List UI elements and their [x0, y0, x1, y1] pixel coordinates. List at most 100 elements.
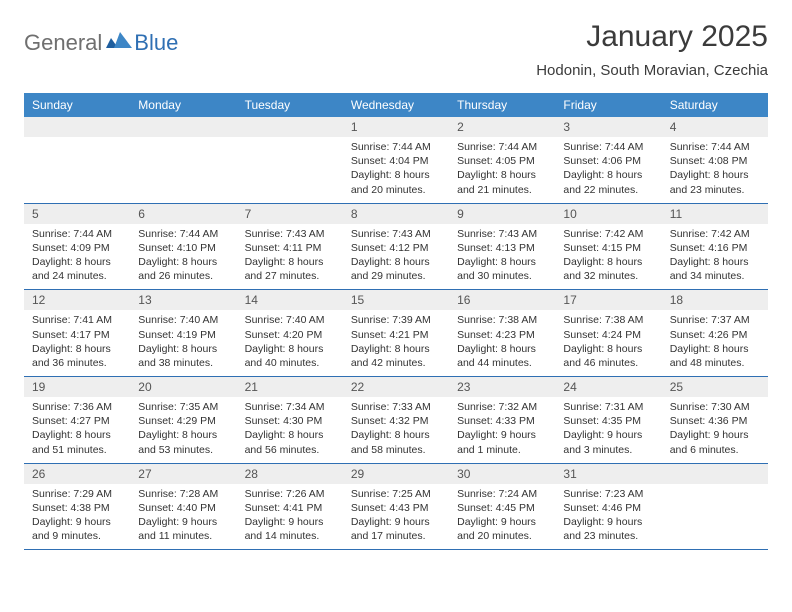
sunrise-text: Sunrise: 7:30 AM	[670, 400, 760, 414]
day-cell: 12Sunrise: 7:41 AMSunset: 4:17 PMDayligh…	[24, 290, 130, 376]
sunset-text: Sunset: 4:13 PM	[457, 241, 547, 255]
day-cell: 30Sunrise: 7:24 AMSunset: 4:45 PMDayligh…	[449, 464, 555, 550]
day-number: 12	[24, 290, 130, 310]
day-details: Sunrise: 7:44 AMSunset: 4:06 PMDaylight:…	[555, 137, 661, 203]
day-cell: 19Sunrise: 7:36 AMSunset: 4:27 PMDayligh…	[24, 377, 130, 463]
day-cell: 9Sunrise: 7:43 AMSunset: 4:13 PMDaylight…	[449, 204, 555, 290]
day-details: Sunrise: 7:25 AMSunset: 4:43 PMDaylight:…	[343, 484, 449, 550]
day-cell: 15Sunrise: 7:39 AMSunset: 4:21 PMDayligh…	[343, 290, 449, 376]
daylight-text: Daylight: 8 hours and 34 minutes.	[670, 255, 760, 283]
sunset-text: Sunset: 4:27 PM	[32, 414, 122, 428]
title-block: January 2025 Hodonin, South Moravian, Cz…	[536, 20, 768, 79]
logo-flag-icon	[106, 30, 132, 56]
daylight-text: Daylight: 8 hours and 53 minutes.	[138, 428, 228, 456]
day-number: 4	[662, 117, 768, 137]
daylight-text: Daylight: 8 hours and 56 minutes.	[245, 428, 335, 456]
daylight-text: Daylight: 8 hours and 40 minutes.	[245, 342, 335, 370]
day-number: 31	[555, 464, 661, 484]
sunrise-text: Sunrise: 7:24 AM	[457, 487, 547, 501]
daylight-text: Daylight: 9 hours and 11 minutes.	[138, 515, 228, 543]
brand-logo: General Blue	[24, 20, 178, 56]
day-details: Sunrise: 7:29 AMSunset: 4:38 PMDaylight:…	[24, 484, 130, 550]
day-details: Sunrise: 7:24 AMSunset: 4:45 PMDaylight:…	[449, 484, 555, 550]
sunrise-text: Sunrise: 7:44 AM	[351, 140, 441, 154]
sunset-text: Sunset: 4:26 PM	[670, 328, 760, 342]
sunset-text: Sunset: 4:23 PM	[457, 328, 547, 342]
day-of-week-header: SundayMondayTuesdayWednesdayThursdayFrid…	[24, 93, 768, 117]
daylight-text: Daylight: 8 hours and 29 minutes.	[351, 255, 441, 283]
sunrise-text: Sunrise: 7:44 AM	[138, 227, 228, 241]
sunrise-text: Sunrise: 7:35 AM	[138, 400, 228, 414]
day-number: .	[24, 117, 130, 137]
sunset-text: Sunset: 4:45 PM	[457, 501, 547, 515]
day-details: Sunrise: 7:37 AMSunset: 4:26 PMDaylight:…	[662, 310, 768, 376]
header: General Blue January 2025 Hodonin, South…	[24, 20, 768, 79]
daylight-text: Daylight: 9 hours and 3 minutes.	[563, 428, 653, 456]
sunset-text: Sunset: 4:36 PM	[670, 414, 760, 428]
daylight-text: Daylight: 8 hours and 38 minutes.	[138, 342, 228, 370]
week-row: 26Sunrise: 7:29 AMSunset: 4:38 PMDayligh…	[24, 464, 768, 551]
sunset-text: Sunset: 4:29 PM	[138, 414, 228, 428]
day-details: Sunrise: 7:32 AMSunset: 4:33 PMDaylight:…	[449, 397, 555, 463]
day-cell: 21Sunrise: 7:34 AMSunset: 4:30 PMDayligh…	[237, 377, 343, 463]
day-number: 26	[24, 464, 130, 484]
day-number: 7	[237, 204, 343, 224]
day-details	[237, 137, 343, 146]
day-number: 5	[24, 204, 130, 224]
sunrise-text: Sunrise: 7:44 AM	[670, 140, 760, 154]
daylight-text: Daylight: 8 hours and 22 minutes.	[563, 168, 653, 196]
sunset-text: Sunset: 4:43 PM	[351, 501, 441, 515]
daylight-text: Daylight: 9 hours and 14 minutes.	[245, 515, 335, 543]
brand-part2: Blue	[134, 30, 178, 56]
sunset-text: Sunset: 4:21 PM	[351, 328, 441, 342]
day-number: 18	[662, 290, 768, 310]
sunrise-text: Sunrise: 7:43 AM	[457, 227, 547, 241]
sunset-text: Sunset: 4:17 PM	[32, 328, 122, 342]
sunrise-text: Sunrise: 7:44 AM	[457, 140, 547, 154]
sunset-text: Sunset: 4:40 PM	[138, 501, 228, 515]
sunrise-text: Sunrise: 7:37 AM	[670, 313, 760, 327]
sunrise-text: Sunrise: 7:28 AM	[138, 487, 228, 501]
day-cell: 28Sunrise: 7:26 AMSunset: 4:41 PMDayligh…	[237, 464, 343, 550]
day-details: Sunrise: 7:42 AMSunset: 4:16 PMDaylight:…	[662, 224, 768, 290]
dow-cell: Sunday	[24, 93, 130, 117]
brand-part1: General	[24, 30, 102, 56]
sunrise-text: Sunrise: 7:26 AM	[245, 487, 335, 501]
day-cell: 10Sunrise: 7:42 AMSunset: 4:15 PMDayligh…	[555, 204, 661, 290]
sunrise-text: Sunrise: 7:34 AM	[245, 400, 335, 414]
sunset-text: Sunset: 4:30 PM	[245, 414, 335, 428]
day-cell: 31Sunrise: 7:23 AMSunset: 4:46 PMDayligh…	[555, 464, 661, 550]
day-details: Sunrise: 7:44 AMSunset: 4:10 PMDaylight:…	[130, 224, 236, 290]
day-cell: 27Sunrise: 7:28 AMSunset: 4:40 PMDayligh…	[130, 464, 236, 550]
day-number: 11	[662, 204, 768, 224]
day-cell: 17Sunrise: 7:38 AMSunset: 4:24 PMDayligh…	[555, 290, 661, 376]
daylight-text: Daylight: 8 hours and 36 minutes.	[32, 342, 122, 370]
daylight-text: Daylight: 8 hours and 44 minutes.	[457, 342, 547, 370]
sunrise-text: Sunrise: 7:38 AM	[457, 313, 547, 327]
daylight-text: Daylight: 8 hours and 30 minutes.	[457, 255, 547, 283]
sunrise-text: Sunrise: 7:43 AM	[351, 227, 441, 241]
daylight-text: Daylight: 8 hours and 32 minutes.	[563, 255, 653, 283]
sunset-text: Sunset: 4:16 PM	[670, 241, 760, 255]
daylight-text: Daylight: 8 hours and 23 minutes.	[670, 168, 760, 196]
day-cell: 26Sunrise: 7:29 AMSunset: 4:38 PMDayligh…	[24, 464, 130, 550]
month-title: January 2025	[536, 20, 768, 54]
day-number: 1	[343, 117, 449, 137]
day-cell: .	[237, 117, 343, 203]
sunset-text: Sunset: 4:19 PM	[138, 328, 228, 342]
day-cell: 3Sunrise: 7:44 AMSunset: 4:06 PMDaylight…	[555, 117, 661, 203]
day-cell: 16Sunrise: 7:38 AMSunset: 4:23 PMDayligh…	[449, 290, 555, 376]
day-number: 2	[449, 117, 555, 137]
day-number: 6	[130, 204, 236, 224]
daylight-text: Daylight: 8 hours and 58 minutes.	[351, 428, 441, 456]
sunset-text: Sunset: 4:20 PM	[245, 328, 335, 342]
sunrise-text: Sunrise: 7:33 AM	[351, 400, 441, 414]
day-details: Sunrise: 7:33 AMSunset: 4:32 PMDaylight:…	[343, 397, 449, 463]
sunset-text: Sunset: 4:32 PM	[351, 414, 441, 428]
day-cell: 6Sunrise: 7:44 AMSunset: 4:10 PMDaylight…	[130, 204, 236, 290]
day-cell: 11Sunrise: 7:42 AMSunset: 4:16 PMDayligh…	[662, 204, 768, 290]
day-cell: 25Sunrise: 7:30 AMSunset: 4:36 PMDayligh…	[662, 377, 768, 463]
day-details	[662, 484, 768, 493]
dow-cell: Wednesday	[343, 93, 449, 117]
day-cell: 13Sunrise: 7:40 AMSunset: 4:19 PMDayligh…	[130, 290, 236, 376]
